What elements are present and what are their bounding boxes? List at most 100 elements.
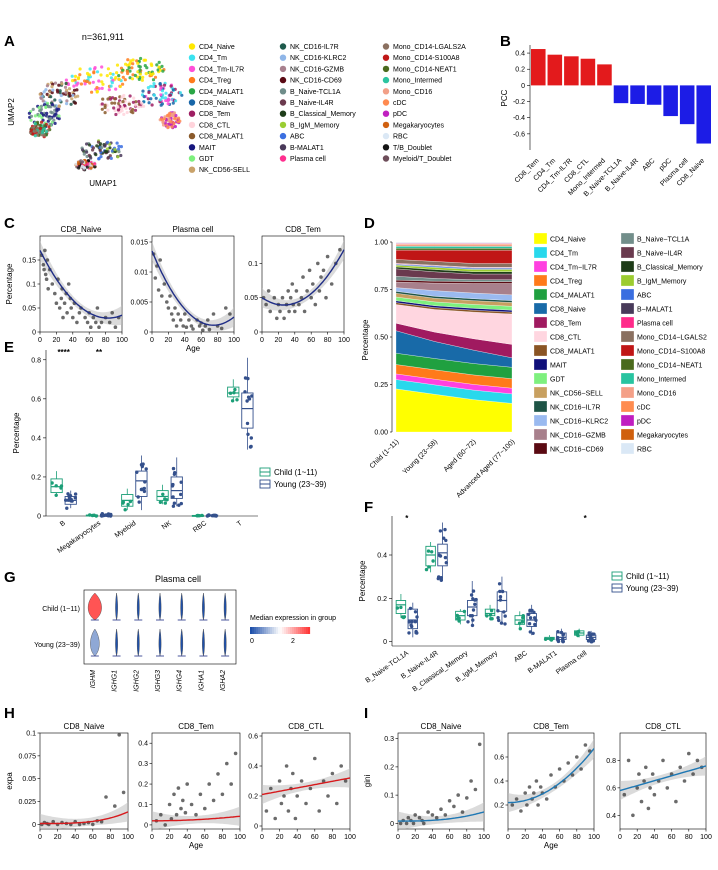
data-point (108, 321, 112, 325)
umap-point (54, 82, 57, 85)
umap-point (136, 62, 139, 65)
data-point (642, 779, 646, 783)
umap-point (99, 142, 102, 145)
umap-point (64, 91, 67, 94)
data-point (322, 269, 326, 273)
umap-point (141, 90, 144, 93)
legend-label: B_Naive-TCL1A (290, 89, 341, 96)
umap-point (150, 64, 153, 67)
x-tick-label: 0 (150, 337, 154, 344)
legend-swatch (534, 387, 547, 398)
umap-point (151, 103, 154, 106)
legend-swatch (189, 133, 195, 139)
colorbar-cell (266, 627, 268, 634)
umap-plot (28, 57, 184, 171)
data-point (338, 248, 342, 252)
significance-label: * (405, 514, 409, 523)
umap-point (85, 151, 88, 154)
umap-point (150, 73, 153, 76)
data-point (304, 802, 308, 806)
data-point (58, 306, 62, 310)
data-point (452, 805, 456, 809)
area-band (396, 242, 512, 243)
umap-point (167, 126, 170, 129)
legend-swatch (534, 345, 547, 356)
data-point (499, 595, 502, 598)
subplot-title: CD8_Tem (533, 722, 569, 731)
y-tick-label: 0.015 (130, 240, 148, 247)
data-point (396, 606, 399, 609)
umap-point (172, 88, 175, 91)
umap-point (139, 57, 142, 60)
x-tick-label: 40 (651, 834, 659, 841)
x-tick-label: 80 (685, 834, 693, 841)
umap-point (95, 86, 98, 89)
data-point (456, 614, 459, 617)
colorbar-cell (294, 627, 296, 634)
legend-label: CD8_CTL (199, 122, 230, 129)
legend-label: MAIT (550, 363, 567, 370)
data-point (225, 762, 229, 766)
x-tick-label: 60 (89, 834, 97, 841)
legend-label: Young (23~39) (626, 584, 679, 593)
x-tick-label: 20 (275, 337, 283, 344)
legend-swatch (621, 401, 634, 412)
x-tick-label: Aged (60~72) (443, 438, 478, 473)
subplot-title: CD8_Naive (421, 722, 462, 731)
legend-label: Child (1~11) (274, 468, 318, 477)
data-point (143, 480, 146, 483)
umap-point (138, 78, 141, 81)
panel-letter-h: H (4, 705, 15, 722)
data-point (93, 514, 96, 517)
data-point (504, 614, 507, 617)
legend-swatch (383, 122, 389, 128)
data-point (439, 529, 442, 532)
data-point (637, 772, 641, 776)
data-point (135, 471, 138, 474)
bar (663, 85, 678, 116)
violin (90, 629, 99, 656)
umap-point (179, 91, 182, 94)
umap-point (163, 117, 166, 120)
data-point (194, 813, 198, 817)
data-point (96, 306, 100, 310)
umap-point (173, 111, 176, 114)
colorbar-title: Median expression in group (250, 615, 336, 622)
y-tick-label: 0.75 (374, 287, 388, 294)
x-tick-label: 0 (150, 834, 154, 841)
umap-point (64, 86, 67, 89)
umap-point (177, 117, 180, 120)
umap-point (68, 87, 71, 90)
umap-point (77, 162, 80, 165)
data-point (171, 495, 174, 498)
x-tick-label: 40 (71, 834, 79, 841)
legend-swatch (189, 99, 195, 105)
subplot-title: CD8_Naive (64, 722, 105, 731)
data-point (527, 613, 530, 616)
legend-label: Megakaryocytes (393, 122, 444, 129)
legend-swatch (534, 429, 547, 440)
x-tick-label: 80 (324, 337, 332, 344)
data-point (172, 505, 175, 508)
panel-e: E 00.20.40.60.8Percentage****B**Megakary… (4, 339, 327, 555)
data-point (282, 794, 286, 798)
data-point (407, 631, 410, 634)
legend-swatch (383, 144, 389, 150)
data-point (89, 325, 93, 329)
data-point (51, 282, 55, 286)
x-axis-label: Age (189, 841, 204, 850)
bar (680, 85, 695, 124)
legend-label: Mono_CD16 (393, 89, 432, 96)
colorbar-cell (260, 627, 262, 634)
umap-point (132, 58, 135, 61)
y-tick-label: 0 (144, 822, 148, 829)
x-tick-label: NK (161, 520, 173, 532)
data-point (172, 318, 176, 322)
data-point (91, 823, 95, 827)
data-point (265, 809, 269, 813)
data-point (443, 528, 446, 531)
legend-swatch (280, 122, 286, 128)
umap-point (106, 109, 109, 112)
data-point (444, 813, 448, 817)
data-point (556, 630, 559, 633)
